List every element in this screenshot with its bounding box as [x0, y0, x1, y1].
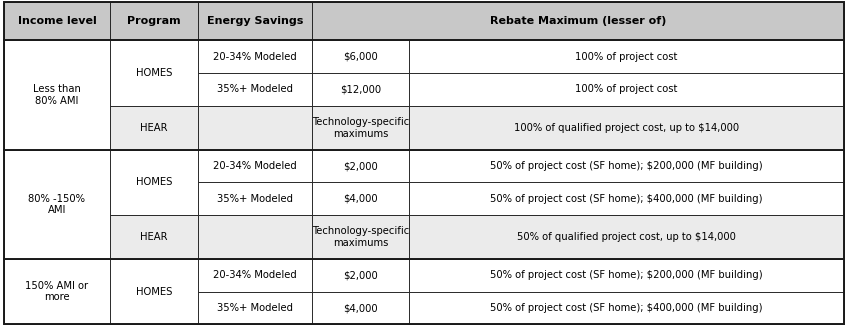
Bar: [4, 259, 844, 292]
Bar: [4, 259, 109, 324]
Text: 150% AMI or
more: 150% AMI or more: [25, 281, 88, 303]
Bar: [4, 106, 844, 150]
Text: 50% of project cost (SF home); $400,000 (MF building): 50% of project cost (SF home); $400,000 …: [490, 194, 762, 204]
Text: 100% of project cost: 100% of project cost: [575, 52, 678, 62]
Bar: [198, 215, 312, 259]
Bar: [312, 182, 410, 215]
Text: Program: Program: [127, 16, 181, 26]
Text: Technology-specific
maximums: Technology-specific maximums: [312, 117, 410, 139]
Text: 80% -150%
AMI: 80% -150% AMI: [29, 194, 86, 215]
Text: 20-34% Modeled: 20-34% Modeled: [214, 270, 297, 280]
Bar: [4, 73, 844, 106]
Bar: [109, 106, 198, 150]
Text: Technology-specific
maximums: Technology-specific maximums: [312, 226, 410, 248]
Bar: [4, 150, 844, 182]
Text: Rebate Maximum (lesser of): Rebate Maximum (lesser of): [490, 16, 667, 26]
Bar: [198, 292, 312, 324]
Bar: [4, 215, 844, 259]
Bar: [198, 106, 312, 150]
Text: Income level: Income level: [18, 16, 97, 26]
Bar: [312, 40, 410, 73]
Text: 35%+ Modeled: 35%+ Modeled: [217, 303, 293, 313]
Bar: [198, 150, 312, 182]
Bar: [109, 215, 198, 259]
Bar: [198, 2, 312, 40]
Text: 35%+ Modeled: 35%+ Modeled: [217, 84, 293, 95]
Text: $4,000: $4,000: [343, 194, 378, 204]
Bar: [312, 2, 844, 40]
Text: $4,000: $4,000: [343, 303, 378, 313]
Text: Energy Savings: Energy Savings: [207, 16, 304, 26]
Bar: [4, 292, 844, 324]
Bar: [410, 259, 844, 292]
Text: $6,000: $6,000: [343, 52, 378, 62]
Text: HOMES: HOMES: [136, 287, 172, 297]
Bar: [312, 73, 410, 106]
Bar: [312, 259, 410, 292]
Text: 100% of project cost: 100% of project cost: [575, 84, 678, 95]
Bar: [312, 150, 410, 182]
Bar: [109, 2, 198, 40]
Text: HOMES: HOMES: [136, 68, 172, 78]
Bar: [410, 40, 844, 73]
Bar: [4, 150, 109, 259]
Text: $2,000: $2,000: [343, 270, 378, 280]
Bar: [198, 259, 312, 292]
Bar: [198, 40, 312, 73]
Bar: [410, 215, 844, 259]
Bar: [109, 40, 198, 106]
Bar: [410, 292, 844, 324]
Bar: [312, 106, 410, 150]
Bar: [109, 150, 198, 215]
Bar: [4, 182, 844, 215]
Bar: [410, 182, 844, 215]
Bar: [198, 73, 312, 106]
Text: 100% of qualified project cost, up to $14,000: 100% of qualified project cost, up to $1…: [514, 123, 739, 133]
Text: 50% of project cost (SF home); $200,000 (MF building): 50% of project cost (SF home); $200,000 …: [490, 161, 763, 171]
Text: HEAR: HEAR: [140, 232, 168, 242]
Text: 50% of project cost (SF home); $200,000 (MF building): 50% of project cost (SF home); $200,000 …: [490, 270, 763, 280]
Bar: [4, 2, 109, 40]
Bar: [410, 73, 844, 106]
Bar: [312, 215, 410, 259]
Text: 20-34% Modeled: 20-34% Modeled: [214, 161, 297, 171]
Bar: [410, 106, 844, 150]
Text: Less than
80% AMI: Less than 80% AMI: [33, 84, 81, 106]
Text: 50% of qualified project cost, up to $14,000: 50% of qualified project cost, up to $14…: [517, 232, 736, 242]
Text: 50% of project cost (SF home); $400,000 (MF building): 50% of project cost (SF home); $400,000 …: [490, 303, 762, 313]
Text: $12,000: $12,000: [340, 84, 382, 95]
Bar: [410, 150, 844, 182]
Text: HEAR: HEAR: [140, 123, 168, 133]
Text: 20-34% Modeled: 20-34% Modeled: [214, 52, 297, 62]
Text: HOMES: HOMES: [136, 177, 172, 187]
Bar: [109, 259, 198, 324]
Bar: [198, 182, 312, 215]
Bar: [312, 292, 410, 324]
Text: $2,000: $2,000: [343, 161, 378, 171]
Bar: [4, 40, 844, 73]
Text: 35%+ Modeled: 35%+ Modeled: [217, 194, 293, 204]
Bar: [4, 40, 109, 150]
